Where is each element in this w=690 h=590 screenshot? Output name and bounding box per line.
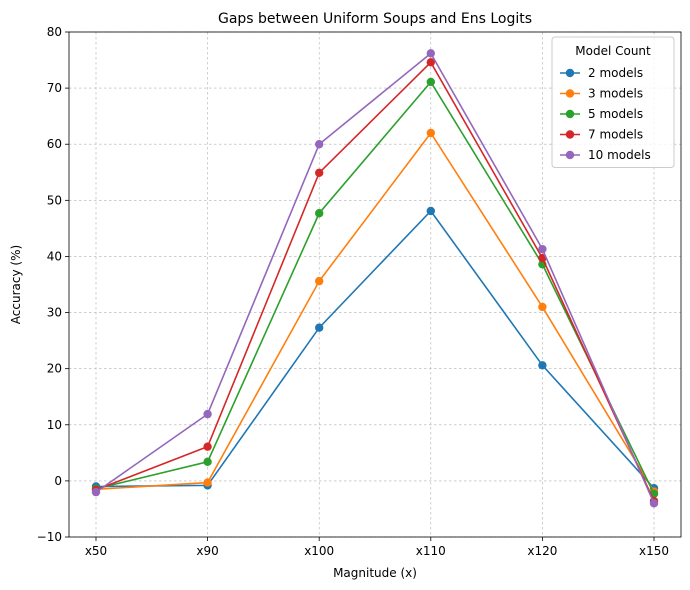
- x-tick-label: x110: [416, 544, 446, 558]
- x-axis-label: Magnitude (x): [333, 566, 417, 580]
- y-tick-label: 70: [47, 81, 62, 95]
- x-tick-label: x50: [85, 544, 107, 558]
- plot-frame: [68, 31, 682, 538]
- chart-title: Gaps between Uniform Soups and Ens Logit…: [218, 11, 532, 27]
- legend-title: Model Count: [575, 44, 651, 58]
- data-point: [203, 442, 212, 451]
- x-tick-label: x120: [527, 544, 557, 558]
- axes: x50 x90 x100 x110 x120 x150 −10 0 10 20 30 40 50 60 70…: [37, 25, 682, 558]
- y-axis-label: Accuracy (%): [9, 245, 23, 324]
- data-point: [91, 487, 101, 497]
- legend-marker: [565, 150, 575, 160]
- x-tick-label: x90: [196, 544, 218, 558]
- data-point: [426, 49, 435, 58]
- data-point: [426, 206, 435, 216]
- series-line: [95, 209, 655, 489]
- y-tick-label: 40: [47, 249, 62, 263]
- legend-marker: [565, 130, 575, 139]
- legend-label: 10 models: [588, 148, 651, 162]
- legend: Model Count 2 models 3 models 5 models 7 mo…: [551, 36, 675, 168]
- data-point: [538, 244, 547, 254]
- y-tick-label: 30: [47, 306, 62, 320]
- data-point: [538, 361, 547, 370]
- data-point: [538, 253, 547, 263]
- y-tick-label: 80: [47, 25, 62, 39]
- series-2-models: [91, 206, 659, 493]
- y-tick-label: 0: [54, 474, 62, 488]
- legend-item: 3 models: [560, 87, 643, 101]
- legend-item: 7 models: [560, 128, 643, 142]
- data-point: [203, 457, 212, 467]
- data-point: [538, 302, 547, 312]
- y-tick-label: 10: [47, 418, 62, 432]
- series-line: [95, 131, 655, 492]
- legend-label: 5 models: [588, 107, 643, 121]
- y-tick-label: 50: [47, 193, 62, 207]
- data-point: [426, 77, 435, 87]
- series-line: [95, 60, 655, 502]
- legend-item: 2 models: [560, 66, 643, 80]
- data-point: [203, 409, 212, 419]
- series-5-models: [91, 77, 659, 498]
- legend-item: 10 models: [560, 148, 651, 162]
- y-tick-label: 20: [47, 362, 62, 376]
- y-tick-label: −10: [37, 530, 62, 544]
- legend-label: 3 models: [588, 87, 643, 101]
- legend-label: 2 models: [588, 66, 643, 80]
- series-10-models: [91, 49, 659, 508]
- series-layer: [91, 49, 659, 508]
- x-tick-label: x100: [304, 544, 334, 558]
- legend-marker: [565, 109, 575, 119]
- data-point: [315, 140, 324, 149]
- legend-item: 5 models: [560, 107, 643, 121]
- legend-label: 7 models: [588, 128, 643, 142]
- legend-marker: [565, 89, 575, 98]
- x-tick-label: x150: [639, 544, 669, 558]
- legend-box: [551, 36, 675, 168]
- data-point: [203, 478, 212, 487]
- series-line: [95, 52, 655, 504]
- data-point: [649, 499, 659, 508]
- series-line: [95, 80, 655, 495]
- legend-marker: [565, 68, 575, 78]
- data-point: [315, 323, 324, 332]
- data-point: [315, 209, 324, 218]
- data-point: [315, 168, 324, 178]
- data-point: [426, 128, 435, 138]
- data-point: [315, 276, 324, 286]
- y-tick-label: 60: [47, 137, 62, 151]
- data-point: [426, 58, 435, 67]
